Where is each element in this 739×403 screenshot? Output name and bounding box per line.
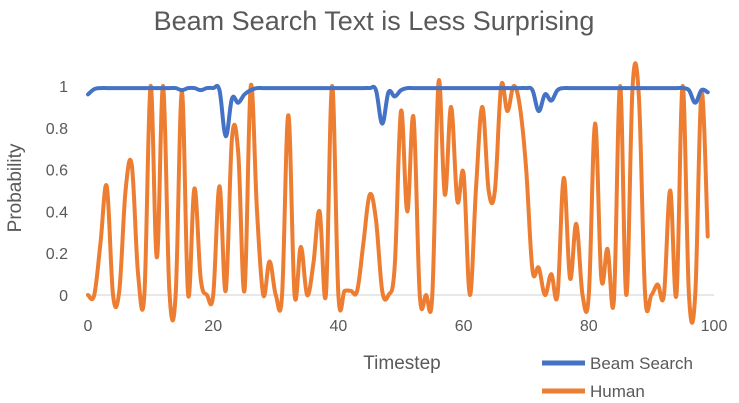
x-tick-label: 40 (330, 318, 348, 335)
x-tick-label: 60 (455, 318, 473, 335)
chart-title: Beam Search Text is Less Surprising (154, 6, 595, 36)
y-tick-label: 0.6 (46, 163, 68, 180)
y-axis-ticks: 0 0.2 0.4 0.6 0.8 1 (46, 79, 68, 305)
series-line-beam-search (86, 83, 710, 139)
y-tick-label: 0.2 (46, 246, 68, 263)
y-tick-label: 1 (59, 79, 68, 96)
y-tick-label: 0.4 (46, 204, 68, 221)
series-line-human (86, 61, 710, 325)
x-tick-label: 80 (580, 318, 598, 335)
x-tick-label: 100 (701, 318, 728, 335)
legend-label-beam-search: Beam Search (590, 354, 693, 373)
x-axis-ticks: 0 20 40 60 80 100 (84, 318, 728, 335)
y-axis-label: Probability (5, 143, 26, 232)
y-tick-label: 0.8 (46, 121, 68, 138)
x-axis-label: Timestep (363, 353, 440, 374)
legend: Beam Search Human (542, 354, 693, 401)
legend-label-human: Human (590, 382, 645, 401)
series-group (86, 61, 710, 325)
y-tick-label: 0 (59, 288, 68, 305)
x-tick-label: 20 (204, 318, 222, 335)
x-tick-label: 0 (84, 318, 93, 335)
